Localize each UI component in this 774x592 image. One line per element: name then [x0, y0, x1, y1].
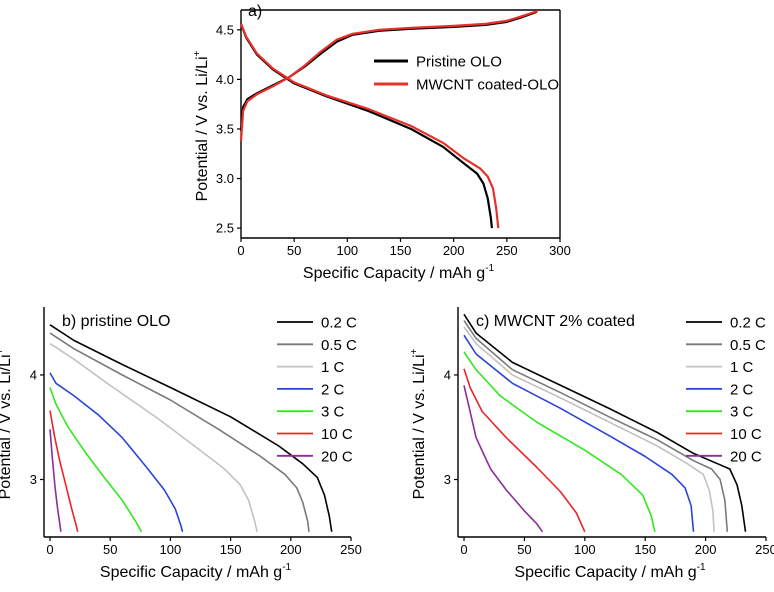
chart-a: 0 50 100 150 200 250 300 2.5 3.0 3.5 4.0 4.5 Specifi… [192, 3, 571, 282]
series-line-3-c [49, 387, 143, 533]
legend-label: MWCNT coated-OLO [416, 77, 559, 94]
legend-label: 0.2 C [730, 315, 766, 332]
series-line-20-c [49, 429, 62, 532]
y-tick-label: 2.5 [216, 221, 234, 236]
y-tick-label: 3 [444, 472, 451, 487]
chart-title: b) pristine OLO [62, 313, 170, 330]
legend-label: 1 C [321, 359, 345, 376]
y-tick-label: 3 [30, 472, 37, 487]
x-tick-label: 250 [496, 243, 518, 258]
x-tick-label: 100 [160, 542, 182, 557]
series-line-20-c [463, 385, 544, 533]
legend-label: 1 C [730, 359, 754, 376]
y-tick-label: 3.5 [216, 121, 234, 136]
x-axis-label: Specific Capacity / mAh g-1 [514, 562, 706, 581]
series-line-1-c [49, 342, 258, 532]
series-line-2-c [463, 334, 695, 532]
series-line-0-5-c [463, 320, 729, 532]
legend-label: 2 C [730, 381, 754, 398]
legend-label: 20 C [321, 448, 353, 465]
x-tick-label: 50 [103, 542, 117, 557]
x-tick-label: 0 [460, 542, 467, 557]
y-tick-label: 4 [30, 367, 37, 382]
x-tick-label: 150 [390, 243, 412, 258]
x-tick-label: 250 [755, 542, 774, 557]
y-axis-label: Potential / V vs. Li/Li+ [409, 348, 428, 499]
x-tick-label: 0 [46, 542, 53, 557]
x-tick-label: 200 [695, 542, 717, 557]
x-tick-label: 300 [549, 243, 571, 258]
series-line-0-2-c [49, 324, 333, 532]
x-tick-label: 0 [237, 243, 244, 258]
y-axis-label: Potential / V vs. Li/Li+ [0, 348, 14, 499]
series-line-0-2-c [463, 313, 747, 532]
y-tick-label: 4.5 [216, 22, 234, 37]
y-axis-label: Potential / V vs. Li/Li+ [192, 50, 211, 201]
series-line-10-c [49, 410, 79, 532]
legend-label: 2 C [321, 381, 345, 398]
chart-c: 0 50 100 150 200 250 3 4 Specific Capacity / mAh… [409, 307, 774, 581]
series-line-3-c [463, 351, 656, 532]
chart-b: 0 50 100 150 200 250 3 4 Specific Capacity / mAh… [0, 307, 362, 581]
x-tick-label: 150 [634, 542, 656, 557]
x-tick-label: 100 [336, 243, 358, 258]
legend-label: Pristine OLO [416, 54, 502, 71]
y-tick-label: 3.0 [216, 171, 234, 186]
series-line-10-c [463, 368, 586, 533]
legend-label: 0.2 C [321, 315, 357, 332]
y-tick-label: 4 [444, 367, 451, 382]
legend-label: 0.5 C [730, 337, 766, 354]
legend-label: 0.5 C [321, 337, 357, 354]
legend-label: 20 C [730, 448, 762, 465]
x-tick-label: 50 [287, 243, 301, 258]
chart-title: c) MWCNT 2% coated [476, 313, 635, 330]
x-tick-label: 200 [443, 243, 465, 258]
x-axis-label: Specific Capacity / mAh g-1 [303, 263, 495, 282]
series-line-1-c [463, 326, 715, 532]
legend-label: 10 C [730, 426, 762, 443]
y-tick-label: 4.0 [216, 72, 234, 87]
x-tick-label: 100 [574, 542, 596, 557]
legend-label: 10 C [321, 426, 353, 443]
legend-label: 3 C [730, 404, 754, 421]
legend-label: 3 C [321, 404, 345, 421]
x-tick-label: 50 [517, 542, 531, 557]
x-tick-label: 250 [340, 542, 362, 557]
series-line-2-c [49, 372, 184, 532]
series-discharge-mwcnt-coated-olo [239, 23, 500, 229]
series-charge-mwcnt-coated-olo [239, 9, 539, 141]
x-tick-label: 200 [280, 542, 302, 557]
panel-label: a) [248, 3, 262, 20]
x-axis-label: Specific Capacity / mAh g-1 [100, 562, 292, 581]
x-tick-label: 150 [220, 542, 242, 557]
series-line-0-5-c [49, 332, 310, 532]
